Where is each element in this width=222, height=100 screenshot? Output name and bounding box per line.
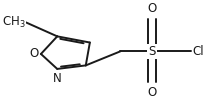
Text: CH$_3$: CH$_3$ [2,15,26,30]
Text: S: S [148,45,156,58]
Text: O: O [147,2,157,15]
Text: O: O [147,86,157,99]
Text: Cl: Cl [193,45,204,58]
Text: O: O [29,48,38,60]
Text: N: N [53,72,62,85]
